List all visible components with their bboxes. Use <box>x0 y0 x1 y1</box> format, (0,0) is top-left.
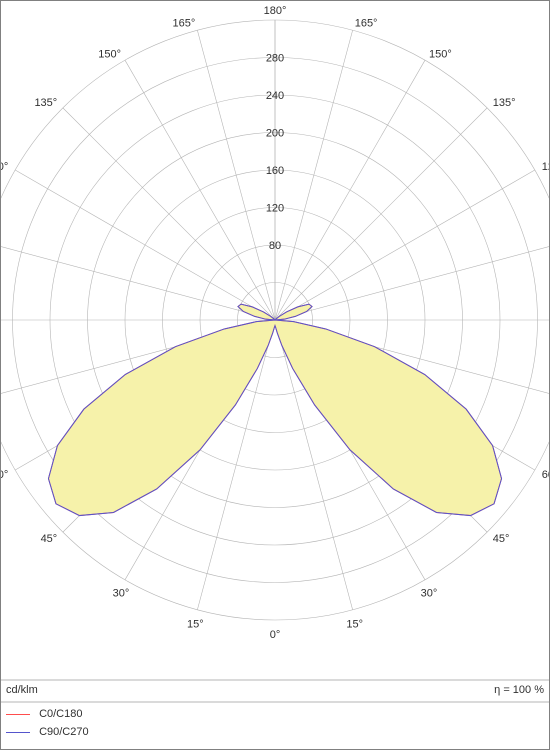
svg-text:200: 200 <box>266 128 284 140</box>
svg-text:45°: 45° <box>493 533 510 545</box>
svg-text:280: 280 <box>266 53 284 65</box>
svg-text:80: 80 <box>269 240 281 252</box>
legend-swatch-c90 <box>6 732 30 733</box>
svg-text:165°: 165° <box>173 17 196 29</box>
legend-swatch-c0 <box>6 714 30 715</box>
legend-item-c90: C90/C270 <box>6 726 89 738</box>
svg-text:30°: 30° <box>113 588 130 600</box>
svg-text:150°: 150° <box>98 48 121 60</box>
svg-text:150°: 150° <box>429 48 452 60</box>
legend-label-c90: C90/C270 <box>39 726 89 738</box>
svg-text:160: 160 <box>266 165 284 177</box>
svg-text:240: 240 <box>266 90 284 102</box>
chart-svg: 8012016020024028045°45°60°60°75°75°90°90… <box>0 0 550 750</box>
unit-label: cd/klm <box>6 684 38 696</box>
svg-text:120°: 120° <box>0 161 8 173</box>
svg-text:0°: 0° <box>270 629 281 641</box>
svg-text:45°: 45° <box>41 533 58 545</box>
svg-text:180°: 180° <box>264 5 287 17</box>
svg-text:60°: 60° <box>0 469 8 481</box>
svg-text:30°: 30° <box>421 588 438 600</box>
svg-text:120: 120 <box>266 203 284 215</box>
legend-label-c0: C0/C180 <box>39 708 82 720</box>
svg-text:135°: 135° <box>493 97 516 109</box>
legend-item-c0: C0/C180 <box>6 708 82 720</box>
svg-text:15°: 15° <box>187 619 204 631</box>
efficiency-label: η = 100 % <box>494 684 544 696</box>
svg-text:60°: 60° <box>542 469 550 481</box>
svg-text:120°: 120° <box>542 161 550 173</box>
polar-photometric-chart: 8012016020024028045°45°60°60°75°75°90°90… <box>0 0 550 750</box>
svg-text:15°: 15° <box>346 619 363 631</box>
svg-text:165°: 165° <box>355 17 378 29</box>
svg-text:135°: 135° <box>34 97 57 109</box>
